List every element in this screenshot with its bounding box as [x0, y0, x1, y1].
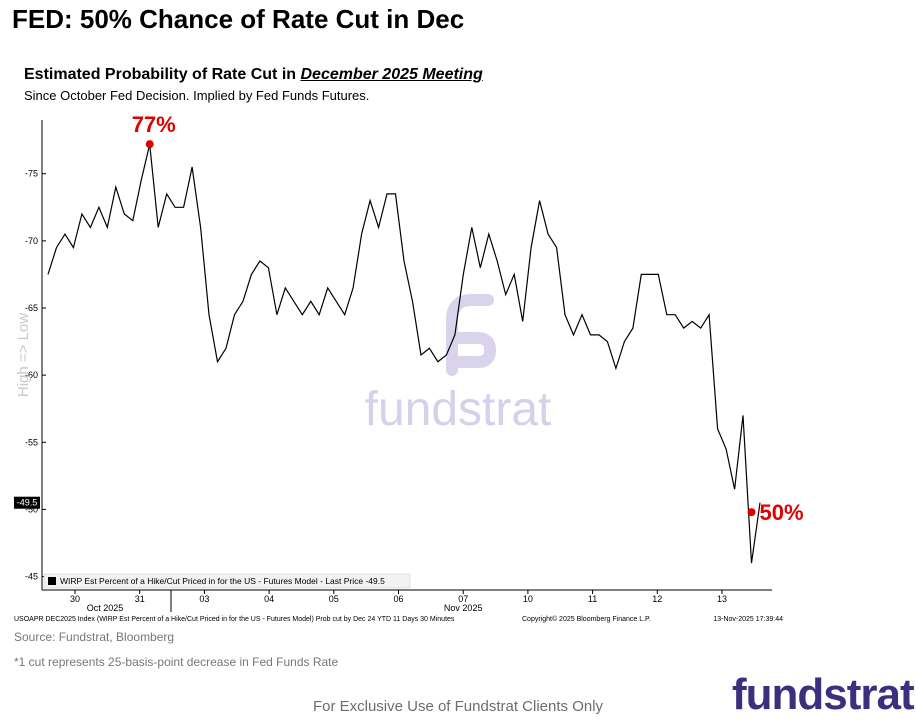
chart-footer-left: USOAPR DEC2025 Index (WIRP Est Percent o… — [14, 616, 455, 623]
chart-title-prefix: Estimated Probability of Rate Cut in — [24, 66, 301, 83]
last-price-label: -49.5 — [17, 498, 38, 508]
legend-swatch — [48, 577, 56, 585]
x-tick-label: 10 — [523, 594, 533, 604]
watermark-text: fundstrat — [365, 383, 552, 436]
y-tick-label: -75 — [25, 169, 38, 179]
chart-title-emphasis: December 2025 Meeting — [300, 66, 483, 83]
x-tick-label: 07 — [458, 594, 468, 604]
x-month-label: Nov 2025 — [444, 603, 483, 613]
x-tick-label: 05 — [329, 594, 339, 604]
x-tick-label: 30 — [70, 594, 80, 604]
x-tick-label: 12 — [652, 594, 662, 604]
chart-subtitle: Since October Fed Decision. Implied by F… — [24, 88, 370, 103]
x-tick-label: 06 — [393, 594, 403, 604]
page-title: FED: 50% Chance of Rate Cut in Dec — [12, 4, 465, 34]
last-price-tag — [14, 496, 40, 509]
x-month-label: Oct 2025 — [87, 603, 124, 613]
footnote: *1 cut represents 25-basis-point decreas… — [14, 655, 339, 669]
series-line — [47, 144, 761, 564]
y-tick-label: -65 — [25, 303, 38, 313]
exclusive-use-notice: For Exclusive Use of Fundstrat Clients O… — [312, 698, 604, 715]
x-tick-label: 11 — [588, 594, 597, 604]
legend-box — [43, 573, 411, 589]
x-tick-label: 04 — [264, 594, 274, 604]
chart-title: Estimated Probability of Rate Cut in Dec… — [24, 66, 483, 84]
y-tick-label: -60 — [25, 370, 38, 380]
y-tick-label: -55 — [25, 437, 38, 447]
chart-footer-copyright: Copyright© 2025 Bloomberg Finance L.P. — [522, 615, 651, 623]
annotation-dot — [747, 508, 756, 517]
x-tick-label: 31 — [135, 594, 145, 604]
y-tick-label: -45 — [25, 572, 38, 582]
y-tick-label: -70 — [25, 236, 38, 246]
watermark-icon — [446, 294, 497, 376]
legend-text: WIRP Est Percent of a Hike/Cut Priced in… — [60, 576, 385, 586]
source-note: Source: Fundstrat, Bloomberg — [14, 630, 175, 644]
chart-footer-timestamp: 13-Nov-2025 17:39:44 — [713, 616, 783, 623]
x-tick-label: 03 — [199, 594, 209, 604]
annotation-dot — [145, 140, 154, 149]
y-axis-label: High => Low — [15, 313, 32, 397]
y-tick-label: -50 — [25, 504, 38, 514]
annotation-label: 50% — [760, 500, 804, 525]
annotation-label: 77% — [132, 112, 176, 137]
fundstrat-logo: fundstrat — [732, 670, 915, 719]
x-tick-label: 13 — [717, 594, 727, 604]
